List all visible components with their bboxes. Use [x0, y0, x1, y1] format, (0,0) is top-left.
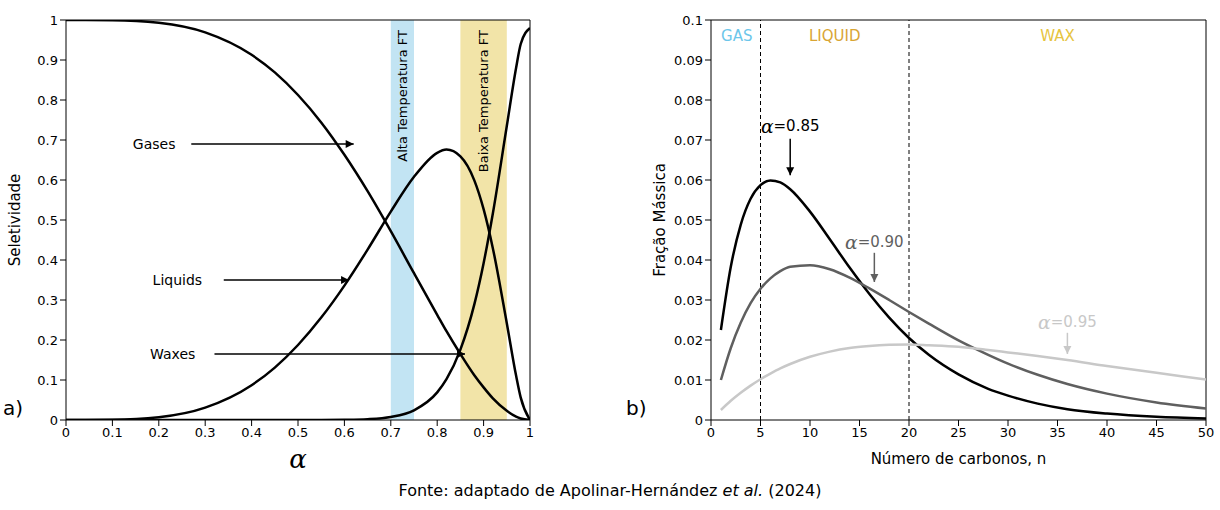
svg-text:0.1: 0.1 [682, 13, 703, 28]
svg-text:45: 45 [1148, 425, 1165, 440]
svg-text:α=0.95: α=0.95 [1038, 312, 1097, 333]
svg-text:25: 25 [950, 425, 967, 440]
svg-text:0.9: 0.9 [37, 53, 58, 68]
html-text:α: α [289, 444, 307, 474]
svg-text:Waxes: Waxes [150, 346, 195, 362]
svg-text:0.5: 0.5 [37, 213, 58, 228]
svg-text:0.9: 0.9 [473, 425, 494, 440]
svg-text:0.02: 0.02 [674, 333, 703, 348]
svg-text:0.01: 0.01 [674, 373, 703, 388]
svg-text:40: 40 [1099, 425, 1116, 440]
svg-text:30: 30 [1000, 425, 1017, 440]
svg-text:0.2: 0.2 [148, 425, 169, 440]
svg-text:WAX: WAX [1040, 27, 1075, 45]
svg-text:0.7: 0.7 [37, 133, 58, 148]
svg-text:α=0.85: α=0.85 [761, 116, 820, 137]
svg-text:0.4: 0.4 [241, 425, 262, 440]
svg-text:35: 35 [1049, 425, 1066, 440]
svg-text:0.2: 0.2 [37, 333, 58, 348]
svg-text:0: 0 [50, 413, 58, 428]
svg-text:Gases: Gases [133, 136, 176, 152]
svg-text:0.6: 0.6 [37, 173, 58, 188]
html-text:Número de carbonos, n: Número de carbonos, n [870, 450, 1047, 468]
svg-text:5: 5 [756, 425, 764, 440]
svg-text:0.06: 0.06 [674, 173, 703, 188]
svg-text:0.8: 0.8 [427, 425, 448, 440]
svg-text:0.8: 0.8 [37, 93, 58, 108]
svg-text:15: 15 [851, 425, 868, 440]
html-text:Fração Mássica: Fração Mássica [650, 163, 669, 277]
svg-text:0.3: 0.3 [195, 425, 216, 440]
svg-text:0: 0 [707, 425, 715, 440]
svg-text:50: 50 [1198, 425, 1215, 440]
svg-text:1: 1 [526, 425, 534, 440]
svg-text:0.05: 0.05 [674, 213, 703, 228]
svg-text:0.07: 0.07 [674, 133, 703, 148]
html-text:Seletividade: Seletividade [5, 173, 24, 267]
svg-text:20: 20 [901, 425, 918, 440]
html-text:Fonte: adaptado de Apolinar-He: Fonte: adaptado de Apolinar-Hernández et… [398, 481, 822, 500]
html-text:a): a) [3, 396, 24, 420]
svg-text:0.09: 0.09 [674, 53, 703, 68]
svg-text:1: 1 [50, 13, 58, 28]
svg-text:0.03: 0.03 [674, 293, 703, 308]
svg-text:0.3: 0.3 [37, 293, 58, 308]
svg-text:Alta Temperatura FT: Alta Temperatura FT [395, 30, 410, 162]
svg-text:0.4: 0.4 [37, 253, 58, 268]
svg-text:Liquids: Liquids [153, 272, 203, 288]
svg-text:0.08: 0.08 [674, 93, 703, 108]
svg-text:0.1: 0.1 [37, 373, 58, 388]
html-text:b): b) [626, 396, 647, 420]
svg-text:10: 10 [802, 425, 819, 440]
svg-text:0: 0 [695, 413, 703, 428]
svg-text:0.1: 0.1 [102, 425, 123, 440]
svg-text:Baixa Temperatura FT: Baixa Temperatura FT [476, 30, 491, 172]
svg-text:GAS: GAS [721, 27, 752, 45]
svg-text:0.04: 0.04 [674, 253, 703, 268]
svg-text:0.5: 0.5 [288, 425, 309, 440]
svg-text:0: 0 [62, 425, 70, 440]
svg-text:0.7: 0.7 [380, 425, 401, 440]
svg-text:α=0.90: α=0.90 [845, 232, 904, 253]
svg-text:0.6: 0.6 [334, 425, 355, 440]
svg-text:LIQUID: LIQUID [809, 27, 861, 45]
